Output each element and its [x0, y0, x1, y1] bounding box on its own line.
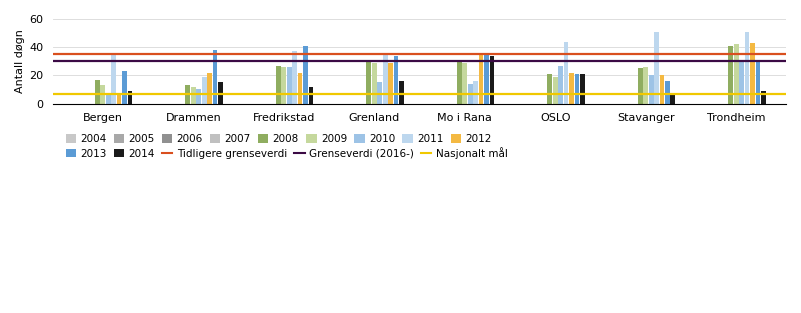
- Bar: [558, 65, 563, 104]
- Bar: [553, 77, 557, 104]
- Bar: [734, 44, 739, 104]
- Bar: [117, 95, 122, 104]
- Bar: [186, 85, 190, 104]
- Bar: [393, 56, 398, 104]
- Bar: [670, 94, 675, 104]
- Bar: [479, 53, 484, 104]
- Bar: [638, 68, 642, 104]
- Bar: [660, 75, 664, 104]
- Bar: [127, 91, 132, 104]
- Bar: [728, 46, 733, 104]
- Bar: [191, 87, 195, 104]
- Bar: [580, 74, 585, 104]
- Bar: [564, 42, 569, 104]
- Bar: [462, 63, 467, 104]
- Bar: [196, 90, 201, 104]
- Bar: [207, 73, 212, 104]
- Bar: [388, 63, 393, 104]
- Bar: [574, 74, 579, 104]
- Bar: [484, 54, 489, 104]
- Bar: [292, 51, 297, 104]
- Legend: 2013, 2014, Tidligere grenseverdi, Grenseverdi (2016-), Nasjonalt mål: 2013, 2014, Tidligere grenseverdi, Grens…: [66, 147, 507, 159]
- Bar: [298, 73, 303, 104]
- Bar: [303, 46, 308, 104]
- Bar: [468, 84, 473, 104]
- Bar: [106, 95, 111, 104]
- Bar: [547, 74, 552, 104]
- Bar: [489, 56, 494, 104]
- Bar: [755, 60, 760, 104]
- Bar: [377, 82, 382, 104]
- Bar: [287, 67, 292, 104]
- Bar: [276, 65, 280, 104]
- Bar: [643, 67, 648, 104]
- Bar: [570, 73, 574, 104]
- Bar: [473, 81, 478, 104]
- Bar: [739, 61, 744, 104]
- Bar: [457, 60, 461, 104]
- Bar: [745, 32, 750, 104]
- Bar: [654, 32, 659, 104]
- Bar: [665, 81, 670, 104]
- Bar: [761, 91, 766, 104]
- Bar: [649, 75, 654, 104]
- Bar: [372, 63, 376, 104]
- Bar: [202, 77, 207, 104]
- Bar: [122, 71, 127, 104]
- Bar: [218, 82, 223, 104]
- Bar: [212, 50, 217, 104]
- Bar: [308, 87, 313, 104]
- Bar: [366, 61, 371, 104]
- Bar: [281, 67, 286, 104]
- Bar: [750, 43, 755, 104]
- Bar: [95, 80, 100, 104]
- Bar: [111, 54, 116, 104]
- Bar: [399, 81, 404, 104]
- Y-axis label: Antall døgn: Antall døgn: [15, 29, 25, 93]
- Bar: [100, 85, 105, 104]
- Bar: [383, 54, 388, 104]
